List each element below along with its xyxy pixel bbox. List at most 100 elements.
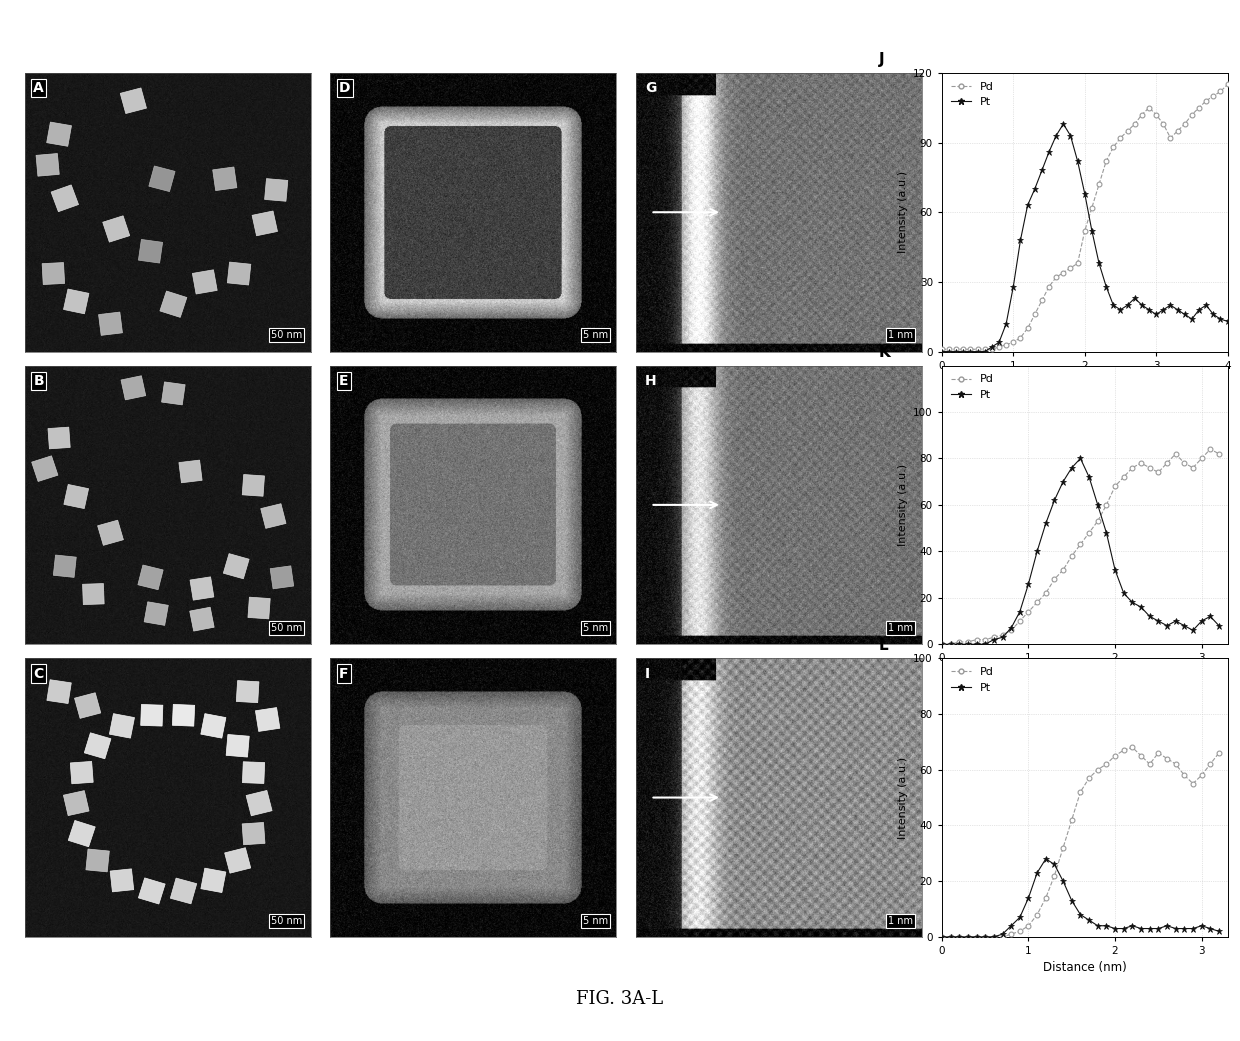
Pd [1064, 550, 1079, 562]
Pd [941, 344, 956, 356]
Text: 1 nm: 1 nm [888, 330, 914, 340]
Pt [1142, 304, 1157, 316]
Pd [1049, 271, 1064, 283]
Pt [1063, 129, 1078, 142]
Pt [1151, 615, 1166, 628]
Pd [1159, 457, 1174, 469]
Pd [1199, 95, 1214, 107]
Pd [935, 638, 950, 651]
Pd [952, 931, 967, 943]
Polygon shape [47, 122, 72, 147]
Pd [992, 340, 1007, 353]
Pd [1211, 746, 1226, 759]
Pd [1142, 101, 1157, 113]
Pd [1006, 336, 1021, 349]
Pt [977, 346, 992, 358]
Text: 50 nm: 50 nm [270, 330, 301, 340]
Polygon shape [270, 566, 294, 589]
Polygon shape [248, 598, 270, 618]
Text: 50 nm: 50 nm [270, 624, 301, 633]
Pd [977, 344, 992, 356]
Text: A: A [33, 81, 45, 95]
Pt [952, 931, 967, 943]
Pt [1203, 610, 1218, 623]
Pt [1125, 596, 1140, 609]
Pd [1090, 515, 1105, 528]
Pt [1142, 922, 1157, 935]
Pt [1099, 280, 1114, 293]
Pt [941, 346, 956, 358]
Pt [1148, 308, 1163, 321]
Polygon shape [42, 262, 64, 284]
Polygon shape [103, 215, 130, 243]
Pd [1081, 527, 1096, 539]
Pt [1003, 919, 1018, 932]
Pd [1177, 118, 1192, 130]
Pd [985, 344, 999, 356]
Pd [1070, 257, 1085, 270]
Pd [952, 636, 967, 649]
Pt [1091, 257, 1106, 270]
Pt [1120, 299, 1135, 311]
Pt [1194, 615, 1209, 628]
Pd [970, 931, 985, 943]
Pd [1163, 131, 1178, 144]
Pt [1192, 304, 1207, 316]
Pd [1021, 919, 1035, 932]
Pd [1038, 587, 1053, 600]
Polygon shape [138, 565, 164, 589]
Pt [1027, 183, 1042, 196]
Pd [1064, 814, 1079, 827]
Pd [1073, 538, 1087, 551]
Pt [1194, 919, 1209, 932]
Pd [1107, 750, 1122, 762]
Text: F: F [339, 666, 348, 681]
Line: Pd: Pd [940, 447, 1221, 646]
Pt [985, 340, 999, 353]
Pt [1049, 129, 1064, 142]
Pt [1073, 452, 1087, 464]
Pd [1047, 573, 1061, 585]
Pd [1151, 746, 1166, 759]
Y-axis label: Intensity (a.u.): Intensity (a.u.) [898, 757, 908, 839]
Polygon shape [190, 577, 213, 601]
Polygon shape [149, 166, 175, 192]
Pd [1168, 448, 1183, 460]
Text: D: D [339, 81, 351, 95]
Pd [1090, 763, 1105, 776]
Pt [970, 638, 985, 651]
Text: 1 nm: 1 nm [888, 624, 914, 633]
Pd [1192, 101, 1207, 113]
Pd [1151, 466, 1166, 479]
Pt [961, 638, 976, 651]
Text: 5 nm: 5 nm [583, 624, 608, 633]
Pt [961, 931, 976, 943]
X-axis label: Distance (nm): Distance (nm) [1043, 376, 1127, 389]
Polygon shape [227, 262, 250, 285]
Pd [1127, 118, 1142, 130]
Pd [1003, 624, 1018, 636]
Line: Pd: Pd [940, 745, 1221, 939]
Pt [992, 336, 1007, 349]
Pd [1185, 778, 1200, 790]
Pt [1047, 858, 1061, 870]
Pt [1047, 494, 1061, 507]
Polygon shape [190, 607, 215, 631]
Pt [1107, 563, 1122, 576]
Polygon shape [68, 820, 95, 846]
Pt [1211, 925, 1226, 938]
Text: 5 nm: 5 nm [583, 916, 608, 925]
Pd [970, 344, 985, 356]
Pt [949, 346, 963, 358]
Polygon shape [51, 185, 78, 211]
Pt [1107, 922, 1122, 935]
Polygon shape [140, 705, 162, 726]
Pd [1194, 769, 1209, 782]
Pd [1194, 452, 1209, 464]
Pt [935, 638, 950, 651]
Pd [1148, 108, 1163, 121]
Pt [1177, 619, 1192, 632]
Polygon shape [224, 847, 250, 873]
Polygon shape [36, 153, 60, 176]
Pt [1090, 499, 1105, 511]
